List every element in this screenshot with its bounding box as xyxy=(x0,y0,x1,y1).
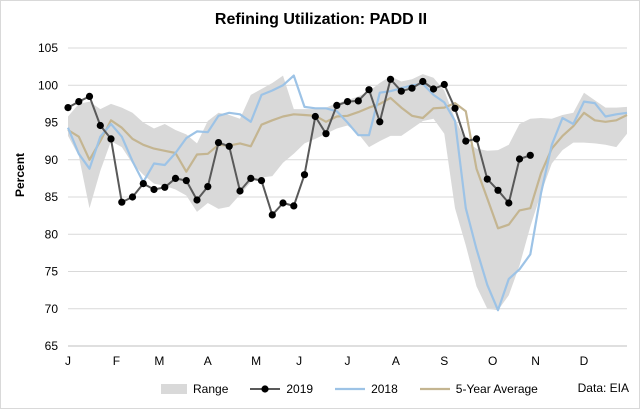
data-point-2019 xyxy=(419,77,427,86)
data-point-2019 xyxy=(494,186,502,194)
x-tick-label: J xyxy=(65,354,71,368)
data-point-2019 xyxy=(75,98,83,106)
data-point-2019 xyxy=(161,183,169,191)
legend-item-range: Range xyxy=(161,382,228,396)
data-point-2019 xyxy=(236,187,244,195)
data-point-2019 xyxy=(472,135,481,143)
y-tick-label: 95 xyxy=(45,116,59,130)
data-point-2019 xyxy=(440,80,448,89)
gridlines xyxy=(68,47,627,347)
data-point-2019 xyxy=(204,183,212,191)
chart-title: Refining Utilization: PADD II xyxy=(214,11,428,28)
y-tick-label: 65 xyxy=(45,339,59,353)
legend-label-5yr-average: 5-Year Average xyxy=(455,382,538,396)
y-tick-label: 70 xyxy=(45,302,59,316)
data-point-2019 xyxy=(64,104,72,112)
data-point-2019 xyxy=(96,121,104,130)
data-point-2019 xyxy=(462,137,470,145)
x-tick-label: A xyxy=(392,354,400,368)
x-tick-label: M xyxy=(251,354,261,368)
x-tick-label: F xyxy=(113,354,120,368)
data-point-2019 xyxy=(343,98,352,106)
data-point-2019 xyxy=(279,199,287,207)
data-point-2019 xyxy=(128,193,137,201)
data-point-2019 xyxy=(290,202,298,210)
x-tick-label: A xyxy=(204,354,212,368)
data-point-2019 xyxy=(85,92,94,100)
y-tick-label: 105 xyxy=(38,41,58,55)
x-tick-label: S xyxy=(440,354,448,368)
data-point-2019 xyxy=(150,185,158,194)
data-point-2019 xyxy=(268,211,276,219)
data-point-2019 xyxy=(107,135,115,143)
data-point-2019 xyxy=(483,175,491,183)
data-point-2019 xyxy=(386,75,395,83)
data-point-2019 xyxy=(257,177,266,185)
y-tick-label: 80 xyxy=(45,227,59,241)
data-point-2019 xyxy=(333,101,341,109)
series-lines xyxy=(64,74,628,312)
data-point-2019 xyxy=(397,87,405,95)
data-point-2019 xyxy=(505,199,513,207)
data-point-2019 xyxy=(214,139,223,147)
data-point-2019 xyxy=(515,155,524,163)
y-tick-label: 90 xyxy=(45,153,59,167)
x-tick-label: N xyxy=(531,354,540,368)
data-point-2019 xyxy=(247,174,255,182)
y-tick-label: 75 xyxy=(45,265,59,279)
legend-swatch-5yr-average xyxy=(419,387,450,391)
x-tick-label: O xyxy=(488,354,497,368)
legend-label-2019: 2019 xyxy=(286,382,314,396)
legend-item-2018: 2018 xyxy=(335,382,398,396)
data-point-2019 xyxy=(354,97,362,105)
legend: Range 2019 2018 5-Year Average xyxy=(161,379,560,399)
x-tick-label: M xyxy=(154,354,164,368)
data-point-2019 xyxy=(171,174,180,182)
data-point-2019 xyxy=(322,130,330,138)
y-tick-label: 100 xyxy=(38,78,58,92)
data-point-2019 xyxy=(376,118,384,126)
data-point-2019 xyxy=(139,180,147,188)
legend-swatch-range xyxy=(161,384,187,394)
data-point-2019 xyxy=(118,198,126,206)
legend-label-range: Range xyxy=(193,382,229,396)
legend-label-2018: 2018 xyxy=(371,382,398,396)
data-point-2019 xyxy=(193,196,201,204)
data-point-2019 xyxy=(408,84,416,92)
data-source-note: Data: EIA xyxy=(577,381,629,395)
y-tick-label: 85 xyxy=(45,190,59,204)
x-tick-label: J xyxy=(345,354,351,368)
x-tick-label: J xyxy=(296,354,302,368)
legend-swatch-2018 xyxy=(335,387,366,391)
series-line-5-year-average xyxy=(67,96,628,230)
data-point-2019 xyxy=(429,85,438,93)
data-point-2019 xyxy=(526,151,534,159)
data-point-2019 xyxy=(225,142,233,150)
series-line-2018 xyxy=(66,74,628,312)
legend-swatch-2019 xyxy=(250,385,281,393)
legend-item-2019: 2019 xyxy=(250,382,313,396)
data-point-2019 xyxy=(311,112,319,121)
legend-item-5yr-average: 5-Year Average xyxy=(419,382,538,396)
x-tick-label: D xyxy=(580,354,589,368)
data-point-2019 xyxy=(182,177,190,185)
data-point-2019 xyxy=(300,171,309,179)
data-point-2019 xyxy=(451,104,459,112)
data-point-2019 xyxy=(365,86,373,94)
y-axis-ticks: 65 70 75 80 85 90 95 100 105 xyxy=(38,41,58,353)
